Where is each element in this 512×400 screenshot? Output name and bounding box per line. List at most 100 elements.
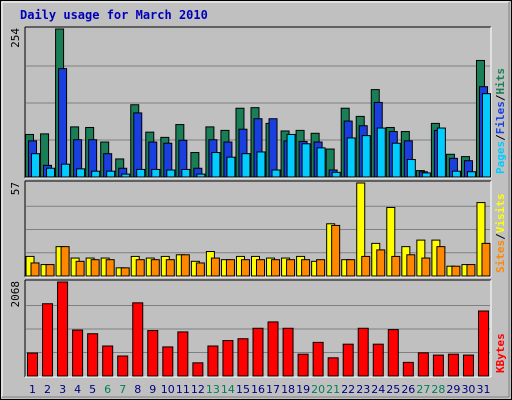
panel-middle: 57 Sites/Visits bbox=[9, 180, 507, 278]
bar-sites-day-22 bbox=[346, 259, 356, 277]
bar-sites-day-26 bbox=[406, 254, 416, 277]
bar-kbytes-day-12 bbox=[192, 362, 204, 377]
bar-kbytes-day-29 bbox=[447, 353, 459, 377]
x-tick-label-day-17: 17 bbox=[266, 383, 280, 396]
bar-pages-day-10 bbox=[166, 169, 176, 178]
bar-sites-day-11 bbox=[180, 254, 190, 277]
bar-kbytes-day-26 bbox=[402, 361, 414, 377]
bar-sites-day-12 bbox=[195, 262, 205, 277]
bar-sites-day-19 bbox=[301, 259, 311, 277]
x-tick-label-day-12: 12 bbox=[191, 383, 205, 396]
bar-pages-day-14 bbox=[226, 156, 236, 178]
bar-sites-day-2 bbox=[45, 264, 55, 277]
legend-item: KBytes bbox=[494, 333, 507, 373]
legend-item: / bbox=[494, 134, 507, 141]
bar-kbytes-day-10 bbox=[162, 346, 174, 377]
bar-pages-day-11 bbox=[181, 168, 191, 178]
series-sites bbox=[30, 224, 491, 277]
x-tick-label-day-7: 7 bbox=[119, 383, 126, 396]
bar-pages-day-2 bbox=[46, 167, 56, 178]
bar-kbytes-day-9 bbox=[147, 330, 159, 377]
bar-sites-day-3 bbox=[60, 246, 70, 277]
x-tick-label-day-28: 28 bbox=[431, 383, 445, 396]
x-tick-label-day-20: 20 bbox=[311, 383, 325, 396]
bar-sites-day-4 bbox=[75, 260, 85, 277]
bar-sites-day-10 bbox=[165, 259, 175, 277]
bar-files-day-17 bbox=[268, 118, 278, 178]
bar-pages-day-27 bbox=[421, 172, 431, 178]
bar-pages-day-30 bbox=[466, 171, 476, 178]
bar-visits-day-31 bbox=[476, 202, 486, 277]
x-tick-label-day-6: 6 bbox=[104, 383, 111, 396]
x-tick-label-day-26: 26 bbox=[401, 383, 415, 396]
bar-kbytes-day-7 bbox=[117, 355, 129, 377]
x-tick-label-day-29: 29 bbox=[446, 383, 460, 396]
bar-kbytes-day-21 bbox=[327, 357, 339, 377]
bar-sites-day-25 bbox=[391, 255, 401, 277]
x-tick-label-day-16: 16 bbox=[251, 383, 265, 396]
series-visits bbox=[25, 182, 486, 277]
bar-sites-day-9 bbox=[150, 259, 160, 277]
legend-middle: Sites/Visits bbox=[494, 194, 507, 274]
x-tick-label-day-4: 4 bbox=[74, 383, 81, 396]
bar-pages-day-23 bbox=[361, 135, 371, 178]
bar-sites-day-24 bbox=[376, 249, 386, 277]
bar-sites-day-23 bbox=[361, 255, 371, 277]
bar-pages-day-12 bbox=[196, 173, 206, 178]
legend-item: Visits bbox=[494, 194, 507, 234]
x-tick-label-day-22: 22 bbox=[341, 383, 355, 396]
bar-pages-day-29 bbox=[451, 170, 461, 178]
y-max-label-top: 254 bbox=[9, 28, 22, 48]
bar-kbytes-day-24 bbox=[372, 343, 384, 377]
x-tick-label-day-15: 15 bbox=[236, 383, 250, 396]
bar-pages-day-16 bbox=[256, 151, 266, 178]
bar-sites-day-21 bbox=[331, 224, 341, 277]
bar-kbytes-day-14 bbox=[222, 340, 234, 377]
legend-item: Files bbox=[494, 101, 507, 134]
bar-pages-day-18 bbox=[286, 133, 296, 178]
bar-sites-day-18 bbox=[286, 259, 296, 277]
bar-kbytes-day-17 bbox=[267, 321, 279, 377]
bar-sites-day-7 bbox=[120, 267, 130, 277]
bar-kbytes-day-27 bbox=[417, 352, 429, 377]
bar-sites-day-30 bbox=[466, 264, 476, 277]
legend-item: Pages bbox=[494, 141, 507, 174]
bar-kbytes-day-3 bbox=[57, 281, 69, 377]
bar-pages-day-9 bbox=[151, 168, 161, 178]
bar-pages-day-22 bbox=[346, 137, 356, 178]
bar-files-day-8 bbox=[133, 112, 143, 178]
x-tick-label-day-11: 11 bbox=[176, 383, 190, 396]
legend-bottom: KBytes bbox=[494, 333, 507, 373]
bar-pages-day-5 bbox=[91, 170, 101, 178]
x-tick-label-day-18: 18 bbox=[281, 383, 295, 396]
x-tick-label-day-19: 19 bbox=[296, 383, 310, 396]
bar-sites-day-27 bbox=[421, 257, 431, 277]
bar-pages-day-17 bbox=[271, 169, 281, 178]
x-axis-labels: 1 2 3 4 5 6 7 8 9 10 11 12 13 14 15 16 17 18 19 20 21 22 23 24 2… bbox=[29, 383, 490, 396]
bar-kbytes-day-18 bbox=[282, 327, 294, 377]
bar-pages-day-28 bbox=[436, 127, 446, 178]
bar-sites-day-29 bbox=[451, 265, 461, 277]
x-tick-label-day-31: 31 bbox=[476, 383, 490, 396]
bar-pages-day-25 bbox=[391, 142, 401, 178]
series-kbytes bbox=[27, 281, 489, 377]
x-tick-label-day-9: 9 bbox=[149, 383, 156, 396]
bar-sites-day-15 bbox=[240, 259, 250, 277]
bar-sites-day-5 bbox=[90, 259, 100, 277]
series-pages bbox=[31, 93, 491, 178]
x-tick-label-day-25: 25 bbox=[386, 383, 400, 396]
legend-item: / bbox=[494, 94, 507, 101]
y-max-label-middle: 57 bbox=[9, 182, 22, 195]
x-tick-label-day-14: 14 bbox=[221, 383, 235, 396]
legend-item: / bbox=[494, 233, 507, 240]
bar-sites-day-20 bbox=[316, 259, 326, 277]
bar-sites-day-31 bbox=[481, 242, 491, 277]
bar-kbytes-day-6 bbox=[102, 345, 114, 377]
y-max-label-bottom: 2068 bbox=[9, 281, 22, 308]
bar-pages-day-6 bbox=[106, 170, 116, 178]
bar-kbytes-day-20 bbox=[312, 341, 324, 377]
bar-kbytes-day-8 bbox=[132, 302, 144, 377]
legend-item: Hits bbox=[494, 68, 507, 95]
